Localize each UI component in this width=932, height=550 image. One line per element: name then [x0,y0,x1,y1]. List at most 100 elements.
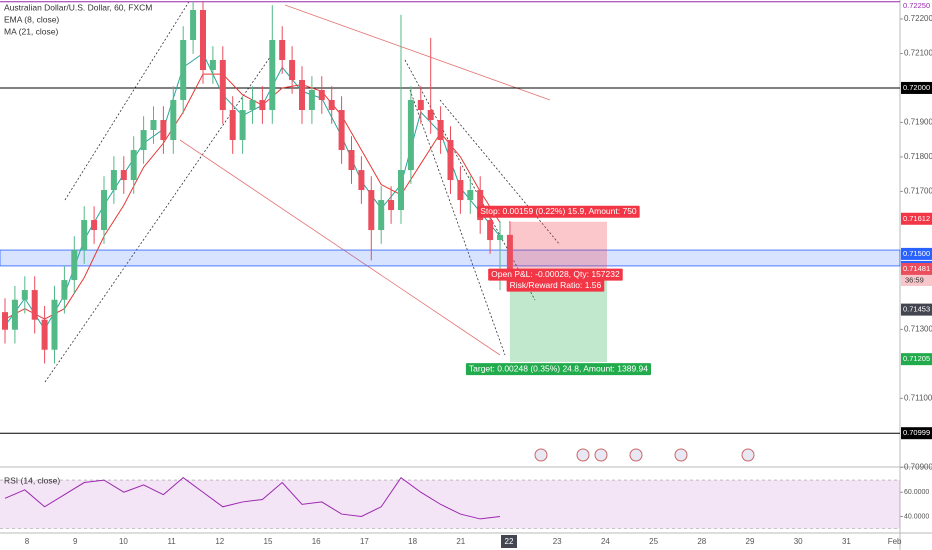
candle-body [338,110,345,151]
candle-body [398,170,404,211]
x-tick-label: 23 [553,537,562,546]
stop-label-bg [477,205,640,218]
candle-body [190,10,197,41]
candle-body [328,100,335,111]
line-price-label: 0.72000 [903,83,930,92]
candle-body [368,190,375,231]
y-tick-label: 0.72200 [904,14,932,23]
x-tick-label: 10 [119,537,128,546]
pnl-label: Open P&L: -0.00028, Qty: 157232 [491,269,620,279]
chart-title: Australian Dollar/U.S. Dollar, 60, FXCM [4,2,152,12]
candle-body [457,180,464,201]
ratio-label: Risk/Reward Ratio: 1.56 [510,280,602,290]
candle-body [219,60,226,111]
stop-price-label: 0.71612 [903,214,930,223]
rsi-tick-label: 40.0000 [904,513,929,520]
candle-body [130,150,137,181]
line-price-label-bg [901,81,932,94]
entry-price-label-bg [901,303,932,316]
line-price-label: 0.72250 [903,1,930,10]
target-price-label: 0.71205 [903,354,930,363]
candle-body [209,60,216,71]
candle-body [2,312,8,330]
rsi-legend: RSI (14, close) [4,475,60,485]
line-price-label-bg [901,427,932,440]
x-tick-label: Feb [888,537,902,546]
candle-body [437,120,444,141]
candle-body [229,110,236,141]
candle-body [239,110,246,141]
y-tick-label: 0.71300 [904,324,932,333]
candle-body [11,299,18,330]
candle-body [71,250,78,281]
candle-body [269,40,276,111]
candle-body [180,40,187,101]
x-tick-label: 25 [649,537,658,546]
y-tick-label: 0.70900 [904,462,932,471]
trendline [409,89,506,356]
candle-body [289,60,296,81]
zone-price-label: 0.71500 [903,249,930,258]
current-x-label-bg [501,535,517,548]
trendline [179,139,501,356]
x-tick-label: 17 [360,537,369,546]
candle-body [388,200,395,211]
stop-area [509,221,607,277]
x-tick-label: 15 [264,537,273,546]
x-tick-label: 16 [312,537,321,546]
last-price-label: 0.71481 [903,264,930,273]
candle-body [249,100,256,111]
candle-body [358,170,365,191]
stop-label: Stop: 0.00159 (0.22%) 15.9, Amount: 750 [480,206,637,216]
candle-body [120,170,127,181]
candle-body [200,10,206,71]
countdown: 36:59 [905,275,924,284]
candle-body [427,110,434,121]
candle-body [160,120,167,141]
y-tick-label: 0.71800 [904,152,932,161]
candle-body [308,90,315,111]
candle-body [61,280,68,300]
x-tick-label: 28 [697,537,706,546]
indicator-legend: MA (21, close) [4,26,58,36]
candle-body [447,140,454,181]
event-icon [576,448,590,462]
trendline [64,0,191,201]
x-tick-label: 22 [505,537,514,546]
y-tick-label: 0.71700 [904,187,932,196]
stop-price-label-bg [901,212,932,225]
candle-body [299,80,305,111]
candle-body [487,220,494,241]
x-tick-label: 31 [842,537,851,546]
candle-body [279,40,286,61]
x-tick-label: 24 [601,537,610,546]
trendline [44,49,276,383]
target-label-bg [465,363,652,376]
candle-body [91,220,98,231]
candle-body [41,319,48,350]
candle-body [348,150,355,171]
candle-body [477,190,484,221]
candle-body [140,130,147,151]
x-tick-label: 12 [215,537,224,546]
ratio-label-bg [506,279,605,292]
countdown-bg [901,274,932,286]
support-zone [0,249,901,267]
rsi-band [0,480,900,529]
candle-body [417,100,424,111]
candle-body [378,200,385,231]
candle-body [497,234,503,241]
candle-body [150,120,157,131]
candle-body [259,100,266,111]
rsi-line [4,476,501,520]
candle-body [318,90,325,101]
candle-body [31,290,38,320]
candle-body [407,100,414,171]
pnl-label-bg [488,268,623,281]
indicator-legend: EMA (8, close) [4,14,59,24]
candle-body [51,299,58,350]
candle-body [101,190,107,231]
last-price-label-bg [901,262,932,275]
